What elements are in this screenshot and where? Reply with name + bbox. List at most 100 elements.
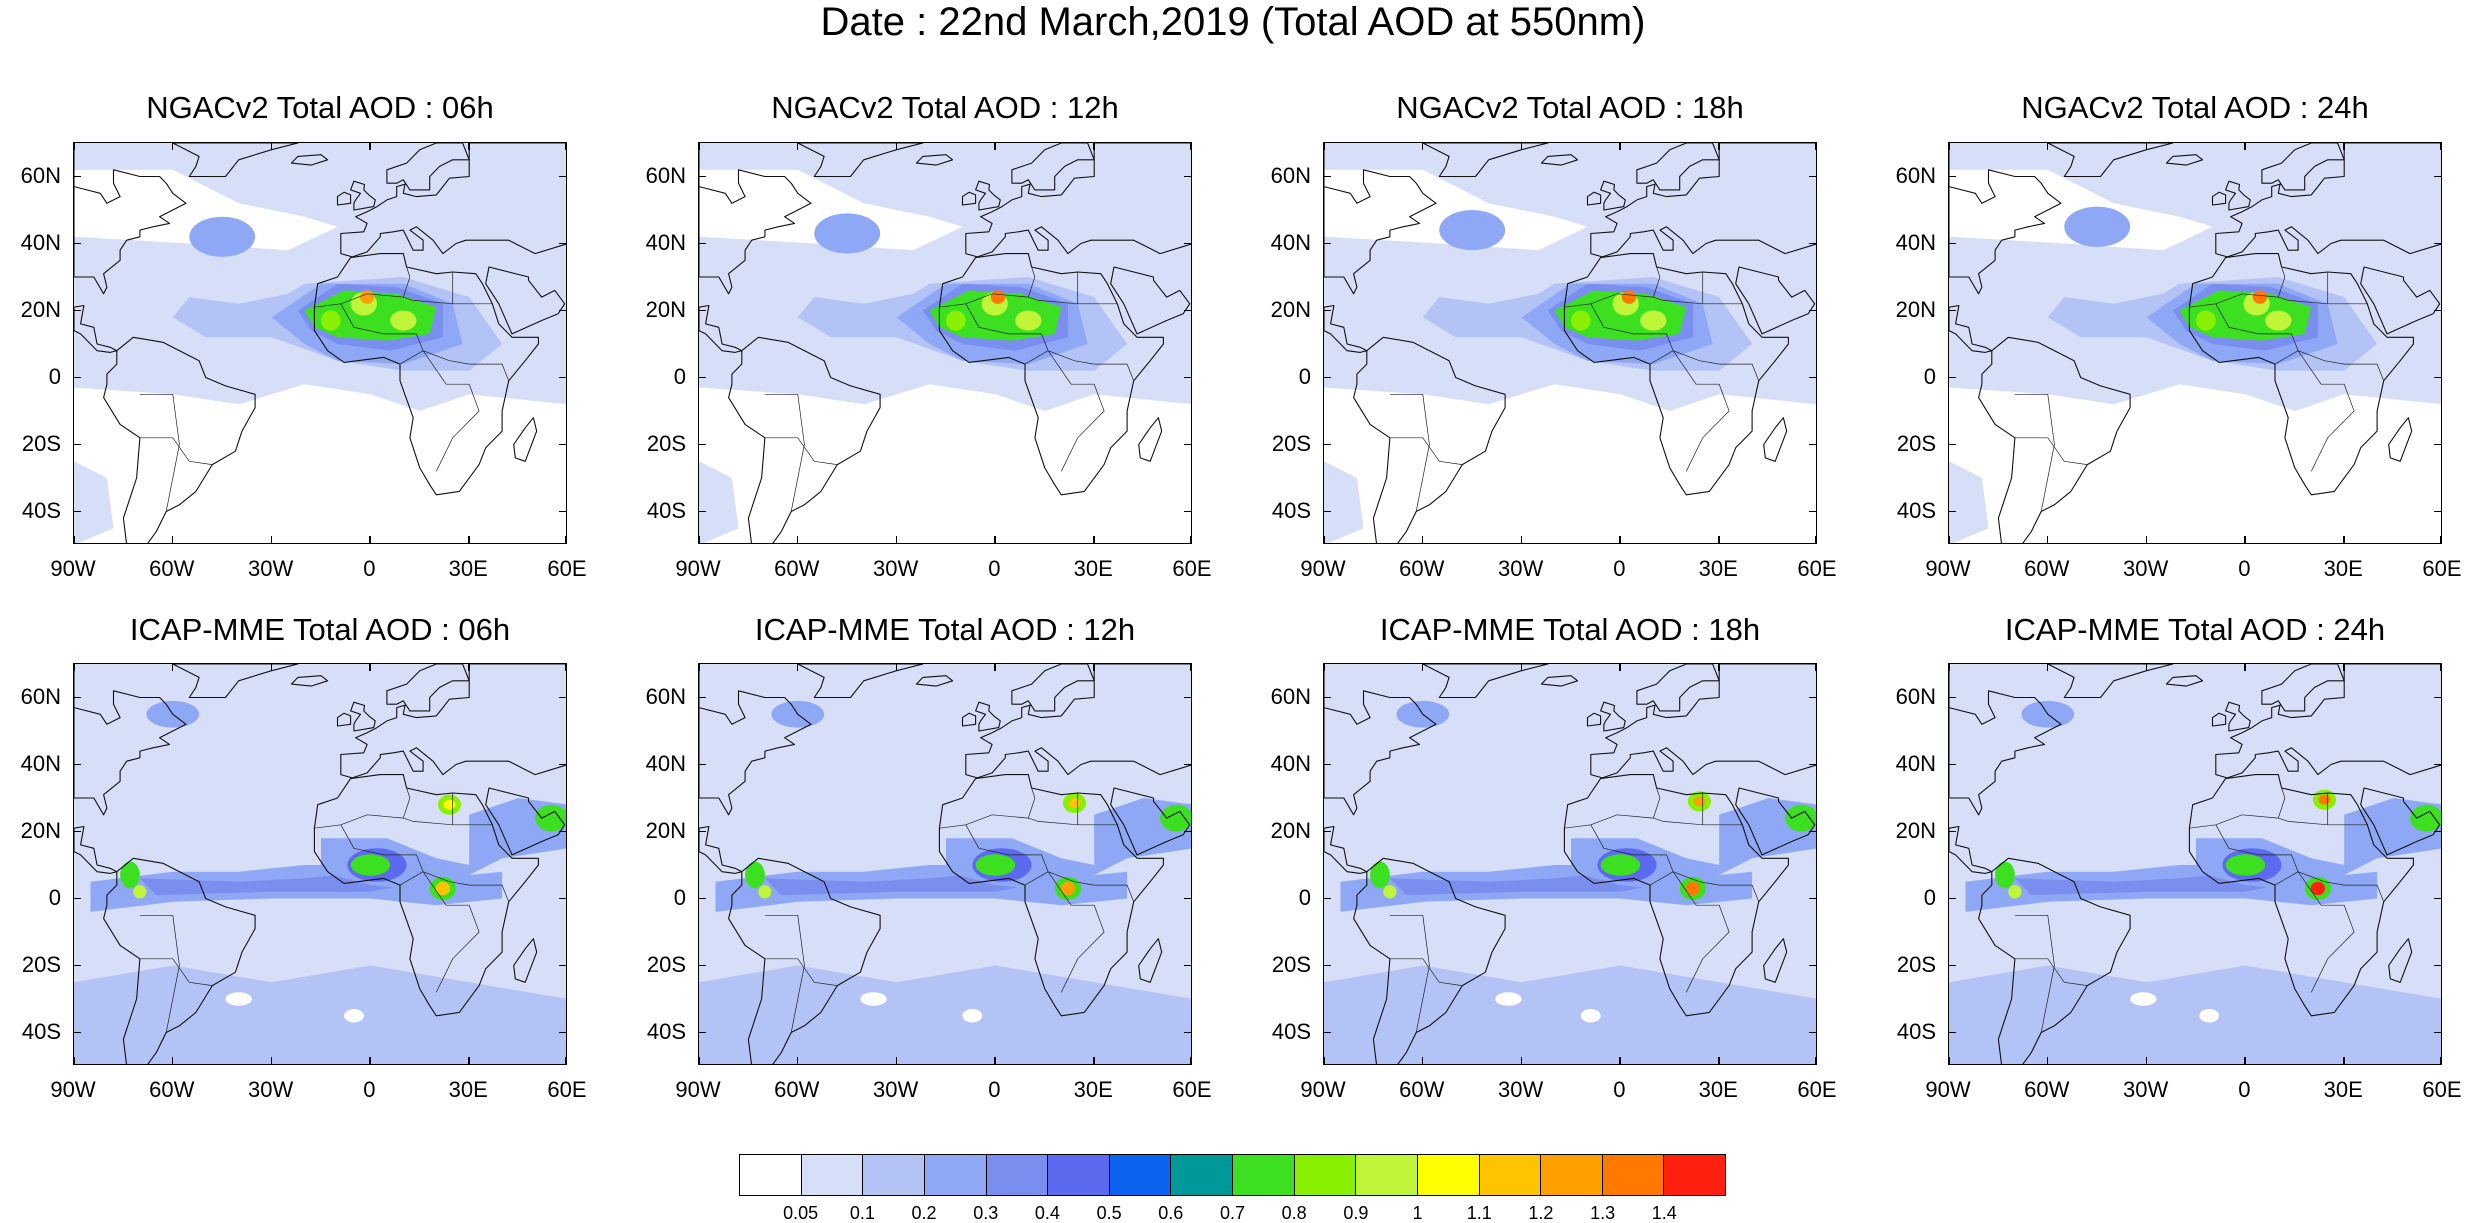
- lon-tick: [468, 663, 470, 671]
- lat-tick: [1948, 175, 1956, 177]
- coastline-britain: [2225, 180, 2251, 211]
- lat-label: 40S: [1271, 1018, 1311, 1044]
- lon-label: 60E: [1172, 556, 1212, 581]
- aod-blob: [990, 290, 1006, 304]
- country-border: [402, 787, 411, 819]
- lat-label: 20N: [645, 817, 686, 843]
- lon-label: 30W: [2122, 1077, 2169, 1102]
- coastline-southAmerica: [1353, 857, 1506, 1064]
- lat-label: 40S: [646, 1018, 686, 1044]
- lon-tick: [1619, 536, 1621, 544]
- lon-tick: [698, 142, 700, 150]
- lon-tick: [1619, 663, 1621, 671]
- colorbar-label: 0.3: [973, 1203, 999, 1223]
- colorbar-swatch: [1356, 1155, 1418, 1195]
- lat-label: 20S: [646, 951, 686, 977]
- lat-label: 60N: [645, 683, 686, 709]
- aod-blob: [745, 861, 765, 889]
- lat-label: 20S: [646, 430, 686, 456]
- lon-tick: [994, 536, 996, 544]
- lon-label: 30E: [2323, 1077, 2363, 1102]
- country-border: [1719, 363, 1760, 381]
- country-border: [1094, 884, 1135, 902]
- lon-tick: [1190, 1057, 1192, 1065]
- lon-tick: [369, 536, 371, 544]
- lat-tick: [2434, 242, 2442, 244]
- lon-tick: [1520, 142, 1523, 150]
- aod-blob: [2265, 310, 2292, 331]
- country-border: [1024, 871, 1049, 886]
- colorbar-label: 0.8: [1281, 1203, 1307, 1223]
- aod-map-panel: [1948, 142, 2442, 544]
- lat-tick: [559, 763, 567, 765]
- lat-tick: [2434, 309, 2442, 311]
- lon-tick: [1093, 1057, 1095, 1065]
- lon-label: 60W: [774, 556, 820, 581]
- lat-tick: [1948, 897, 1956, 899]
- coastline-madagascar: [1763, 417, 1788, 462]
- lon-label: 60E: [1172, 1077, 1212, 1102]
- lat-tick: [1948, 830, 1956, 832]
- lon-tick: [1421, 663, 1424, 671]
- lon-label: 30W: [1497, 1077, 1544, 1102]
- lon-tick: [1520, 536, 1523, 544]
- lat-tick: [1948, 309, 1956, 311]
- aod-blob: [1571, 310, 1591, 331]
- lon-tick: [73, 1057, 75, 1065]
- lat-tick: [1184, 443, 1192, 445]
- lat-tick: [698, 376, 706, 378]
- coastline-arabia: [1110, 266, 1191, 335]
- lon-tick: [1421, 142, 1424, 150]
- lat-tick: [1948, 376, 1956, 378]
- lon-label: 60W: [149, 1077, 195, 1102]
- aod-blob: [2199, 1009, 2220, 1023]
- coastline-iceland: [290, 154, 329, 166]
- country-border: [139, 393, 180, 512]
- lat-tick: [698, 443, 706, 445]
- coastline-iceland: [290, 675, 329, 687]
- lat-tick: [73, 763, 81, 765]
- country-border: [1719, 884, 1760, 902]
- coastline-ireland: [1586, 712, 1602, 727]
- lon-tick: [2046, 536, 2049, 544]
- coastlines: [74, 664, 566, 1064]
- lon-tick: [994, 142, 996, 150]
- coastline-centralAmerica: [74, 825, 118, 874]
- lat-tick: [1948, 242, 1956, 244]
- lat-label: 20S: [1896, 430, 1936, 456]
- lon-tick: [895, 663, 898, 671]
- panel-title: NGACv2 Total AOD : 06h: [146, 90, 494, 125]
- aod-blob: [189, 216, 256, 257]
- aod-blob: [2310, 881, 2326, 896]
- coastline-greenland: [1422, 664, 1549, 699]
- lon-tick: [1323, 536, 1325, 544]
- lat-tick: [1809, 242, 1817, 244]
- aod-map-panel: [73, 663, 567, 1065]
- lon-label: 90W: [675, 1077, 721, 1102]
- colorbar-swatch: [801, 1155, 864, 1195]
- lon-tick: [796, 536, 799, 544]
- lat-label: 40S: [646, 497, 686, 523]
- coastline-britain: [350, 701, 376, 732]
- lon-tick: [2440, 663, 2442, 671]
- lat-tick: [2434, 830, 2442, 832]
- lat-tick: [1323, 242, 1331, 244]
- country-border: [469, 884, 510, 902]
- lon-tick: [171, 142, 174, 150]
- lon-tick: [1190, 663, 1192, 671]
- lon-tick: [1093, 142, 1095, 150]
- lat-tick: [73, 964, 81, 966]
- lat-tick: [1323, 309, 1331, 311]
- lat-tick: [1323, 763, 1331, 765]
- country-border: [1389, 914, 1430, 1033]
- country-border: [2277, 787, 2286, 819]
- country-border: [764, 958, 838, 986]
- lat-tick: [559, 1031, 567, 1033]
- country-border: [1649, 350, 1674, 365]
- lon-label: 0: [1613, 556, 1626, 581]
- aod-map-panel: [73, 142, 567, 544]
- coastline-scandinavia: [386, 664, 470, 712]
- lon-tick: [369, 142, 371, 150]
- coastline-centralAmerica: [699, 825, 743, 874]
- coastline-southAmerica: [1978, 857, 2131, 1064]
